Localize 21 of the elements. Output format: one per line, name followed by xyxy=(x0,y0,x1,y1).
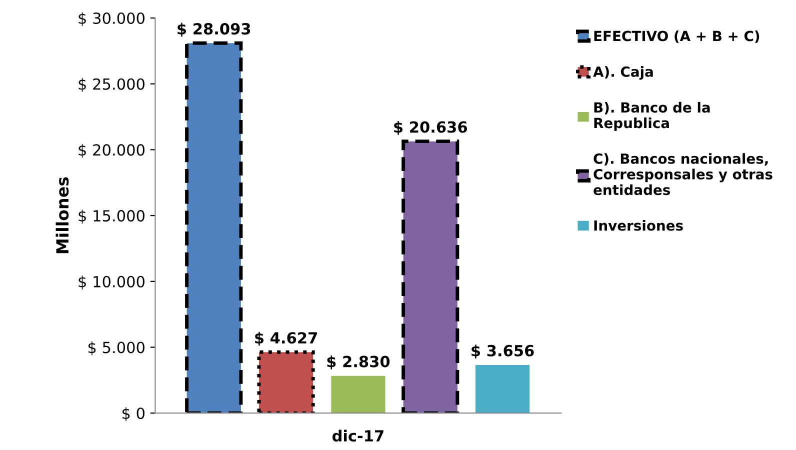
y-tick-label: $ 5.000 xyxy=(88,341,144,356)
y-tick-label: $ 10.000 xyxy=(78,276,144,290)
y-axis-title: Millones xyxy=(56,177,69,254)
legend-label: C). Bancos nacionales, Corresponsales y otras entidades xyxy=(594,153,772,196)
y-tick-label: $ 20.000 xyxy=(78,144,144,158)
data-label: $ 4.627 xyxy=(255,332,317,346)
data-label: $ 28.093 xyxy=(178,22,250,37)
legend-label: EFECTIVO (A + B + C) xyxy=(594,30,760,43)
legend-label: A). Caja xyxy=(593,66,653,80)
y-tick-label: $ 0 xyxy=(122,407,144,422)
x-tick-label: dic-17 xyxy=(332,430,384,442)
data-label: $ 20.636 xyxy=(394,120,468,135)
y-tick-label: $ 25.000 xyxy=(78,78,144,92)
data-label: $ 2.830 xyxy=(327,355,390,370)
legend-label: B). Banco de la Republica xyxy=(594,102,710,131)
bar xyxy=(331,376,386,414)
data-label: $ 3.656 xyxy=(472,344,534,358)
y-tick-label: $ 15.000 xyxy=(78,210,144,224)
y-tick-label: $ 30.000 xyxy=(78,12,144,26)
legend-label: Inversiones xyxy=(594,220,683,231)
bar xyxy=(475,364,530,414)
